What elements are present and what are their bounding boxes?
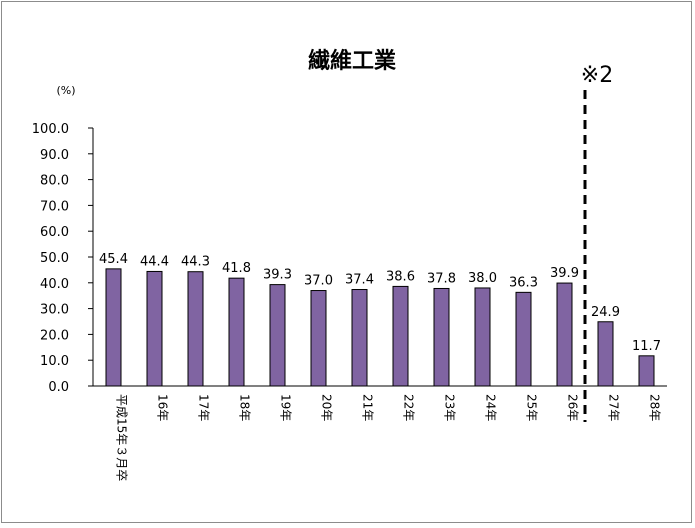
data-label: 45.4: [99, 252, 128, 267]
x-tick-label: 19年: [279, 394, 293, 421]
chart-title: 繊維工業: [308, 48, 397, 74]
y-tick-label: 60.0: [40, 225, 69, 240]
y-axis: 0.0 10.0 20.0 30.0 40.0 50.0 60.0 70.0 80.0 90.0 1…: [32, 122, 667, 395]
bar: [433, 287, 450, 387]
x-tick-label: 27年: [607, 394, 621, 421]
x-tick-label: 25年: [525, 394, 539, 421]
bar: [228, 277, 245, 387]
y-tick-label: 50.0: [40, 251, 69, 266]
data-label: 36.3: [509, 275, 538, 290]
bar: [105, 268, 122, 387]
data-label: 41.8: [222, 261, 251, 276]
bar: [597, 321, 614, 387]
bar: [474, 287, 491, 387]
y-tick-label: 0.0: [48, 380, 69, 395]
data-label: 38.6: [386, 269, 415, 284]
bar: [392, 285, 409, 387]
y-tick-label: 70.0: [40, 199, 69, 214]
data-label: 24.9: [591, 305, 620, 320]
y-tick-label: 40.0: [40, 277, 69, 292]
data-labels-group: 45.4 44.4 44.3 41.8 39.3 37.0 37.4 38.6 37.8 38.0…: [99, 252, 661, 354]
bar: [310, 290, 327, 387]
y-tick-label: 80.0: [40, 174, 69, 189]
x-tick-label: 22年: [402, 394, 416, 421]
data-label: 39.3: [263, 268, 292, 283]
data-label: 39.9: [550, 266, 579, 281]
bar: [187, 271, 204, 387]
bar: [146, 270, 163, 387]
data-label: 11.7: [632, 339, 661, 354]
x-tick-labels-group: 平成15年３月卒 16年 17年 18年 19年 20年 21年 22年 23年 24年 25年 26…: [115, 394, 662, 481]
x-tick-label: 20年: [320, 394, 334, 421]
y-tick-label: 100.0: [32, 122, 69, 137]
bar: [515, 291, 532, 387]
data-label: 44.4: [140, 254, 169, 269]
y-tick-label: 20.0: [40, 328, 69, 343]
x-tick-label: 26年: [566, 394, 580, 421]
data-label: 38.0: [468, 271, 497, 286]
x-tick-label: 17年: [197, 394, 211, 421]
x-tick-label: 24年: [484, 394, 498, 421]
bar: [556, 282, 573, 387]
data-label: 37.8: [427, 271, 456, 286]
y-tick-label: 10.0: [40, 354, 69, 369]
bar: [638, 355, 655, 387]
bar: [351, 289, 368, 387]
bar: [269, 284, 286, 387]
annotation-note: ※2: [581, 63, 613, 88]
y-tick-label: 30.0: [40, 303, 69, 318]
x-tick-label: 23年: [443, 394, 457, 421]
y-tick-label: 90.0: [40, 148, 69, 163]
x-tick-label: 平成15年３月卒: [115, 394, 129, 481]
bars-group: [105, 268, 655, 387]
x-tick-label: 16年: [156, 394, 170, 421]
x-tick-label: 18年: [238, 394, 252, 421]
data-label: 37.0: [304, 274, 333, 289]
x-tick-label: 21年: [361, 394, 375, 421]
data-label: 37.4: [345, 273, 374, 288]
y-axis-unit-label: (%): [56, 84, 75, 97]
x-tick-label: 28年: [648, 394, 662, 421]
data-label: 44.3: [181, 255, 210, 270]
